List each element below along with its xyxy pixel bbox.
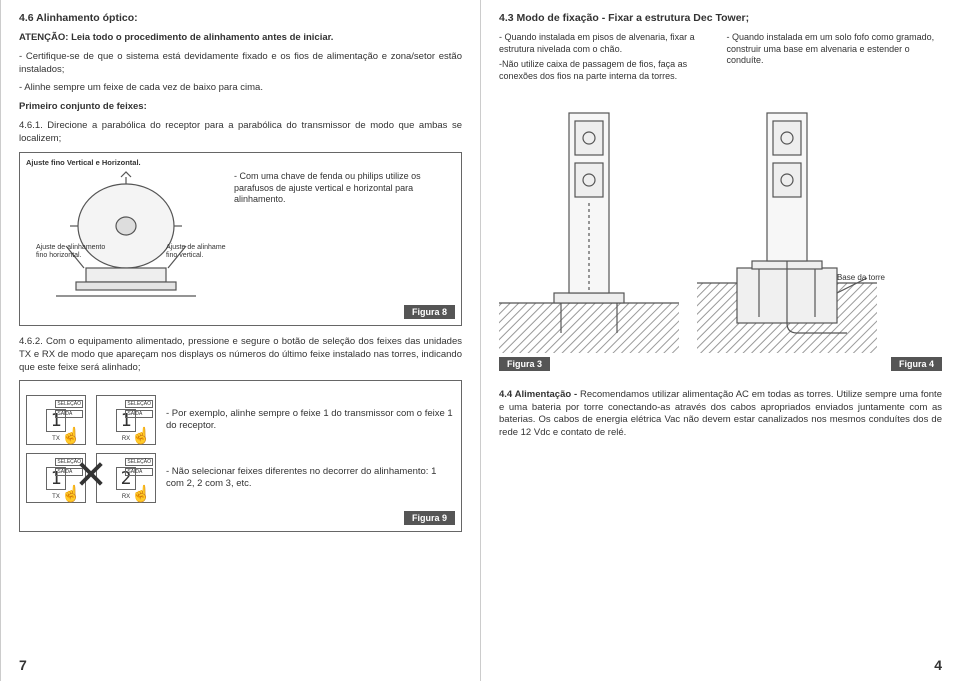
figure-3-label: Figura 3 <box>499 357 550 371</box>
hand-icon: ☝ <box>61 426 81 446</box>
svg-text:Ajuste de alinhamento: Ajuste de alinhamento <box>166 244 226 251</box>
step-4-6-1: 4.6.1. Direcione a parabólica do recepto… <box>19 120 462 146</box>
figure-9-label: Figura 9 <box>404 511 455 525</box>
step-align-bottom-up: - Alinhe sempre um feixe de cada vez de … <box>19 82 462 95</box>
dish-adjustment-diagram: Ajuste fino Vertical e Horizontal. Ajust <box>19 152 462 326</box>
alignment-warning: ATENÇÃO: Leia todo o procedimento de ali… <box>19 32 462 45</box>
align-same-beam-note: - Por exemplo, alinhe sempre o feixe 1 d… <box>166 408 455 433</box>
tower-notes-row: - Quando instalada em pisos de alvenaria… <box>499 32 942 87</box>
tx-device-1: 1 SELEÇÃOSAÍDA TX ☝ <box>26 395 86 445</box>
section-4-4: 4.4 Alimentação - Recomendamos utilizar … <box>499 389 942 440</box>
tower-base-label: Base da torre <box>837 273 885 282</box>
wrong-selection-group: 1 SELEÇÃOSAÍDA TX ☝ 2 SELEÇÃOSAÍDA RX ☝ <box>26 453 156 503</box>
step-4-6-2: 4.6.2. Com o equipamento alimentado, pre… <box>19 336 462 374</box>
figure-8-label: Figura 8 <box>404 305 455 319</box>
note-soft-soil: - Quando instalada em um solo fofo como … <box>727 32 943 67</box>
svg-text:fino horizontal.: fino horizontal. <box>36 252 82 259</box>
parabolic-dish-icon: Ajuste de alinhamento fino horizontal. A… <box>26 171 226 301</box>
section-4-6-title: 4.6 Alinhamento óptico: <box>19 12 462 24</box>
hand-icon: ☝ <box>61 484 81 504</box>
figure-3-tower <box>499 93 679 353</box>
page-7: 4.6 Alinhamento óptico: ATENÇÃO: Leia to… <box>0 0 480 681</box>
page-4: 4.3 Modo de fixação - Fixar a estrutura … <box>480 0 960 681</box>
first-beam-set-heading: Primeiro conjunto de feixes: <box>19 101 462 114</box>
do-not-mix-beams-note: - Não selecionar feixes diferentes no de… <box>166 466 455 491</box>
hand-icon: ☝ <box>131 484 151 504</box>
figure-4-tower: Base da torre <box>697 93 877 353</box>
tower-figures: Base da torre <box>499 93 942 353</box>
dish-left-small-label: Ajuste de alinhamento <box>36 244 105 251</box>
rx-device-1: 1 SELEÇÃOSAÍDA RX ☝ <box>96 395 156 445</box>
step-check-system: - Certifique-se de que o sistema está de… <box>19 51 462 77</box>
svg-text:fino vertical.: fino vertical. <box>166 252 203 259</box>
note-masonry-floor: - Quando instalada em pisos de alvenaria… <box>499 32 715 55</box>
dish-screwdriver-note: - Com uma chave de fenda ou philips util… <box>226 171 455 206</box>
section-4-4-title: 4.4 Alimentação - <box>499 389 580 400</box>
figure-4-label: Figura 4 <box>891 357 942 371</box>
rx-device-wrong: 2 SELEÇÃOSAÍDA RX ☝ <box>96 453 156 503</box>
note-no-junction-box: -Não utilize caixa de passagem de fios, … <box>499 59 715 82</box>
section-4-3-title: 4.3 Modo de fixação - Fixar a estrutura … <box>499 12 942 24</box>
beam-selection-diagram: 1 SELEÇÃOSAÍDA TX ☝ 1 SELEÇÃOSAÍDA RX ☝ … <box>19 380 462 532</box>
page-number-4: 4 <box>934 657 942 673</box>
tx-device-wrong: 1 SELEÇÃOSAÍDA TX ☝ <box>26 453 86 503</box>
hand-icon: ☝ <box>131 426 151 446</box>
dish-top-label: Ajuste fino Vertical e Horizontal. <box>26 159 455 167</box>
page-number-7: 7 <box>19 657 27 673</box>
